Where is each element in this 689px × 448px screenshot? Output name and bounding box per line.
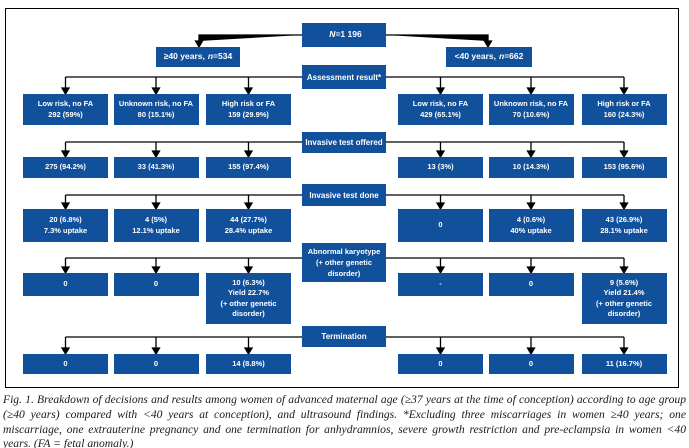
node-lt40-high-risk-karyotype: 9 (5.6%) Yield 21.4% (+ other genetic di… [581, 273, 667, 324]
node-lt40-unknown-risk-done: 4 (0.6%) 40% uptake [488, 209, 574, 242]
age-ge40-value: =534 [213, 51, 233, 62]
age-group-lt40-box: <40 years, n =662 [446, 47, 532, 67]
arrows-done [60, 195, 629, 211]
node-ge40-unknown-risk-offered: 33 (41.3%) [113, 157, 199, 178]
age-ge40-prefix: ≥40 years, [163, 51, 205, 62]
node-lt40-low-risk-offered: 13 (3%) [398, 157, 483, 178]
stage-karyotype-label: Abnormal karyotype (+ other genetic diso… [302, 243, 386, 282]
node-lt40-high-risk-offered: 153 (95.6%) [581, 157, 667, 178]
connector-root-left [194, 34, 302, 49]
node-lt40-unknown-risk-assessment: Unknown risk, no FA 70 (10.6%) [488, 94, 574, 125]
node-ge40-unknown-risk-termination: 0 [113, 354, 199, 374]
node-ge40-high-risk-termination: 14 (8.8%) [206, 354, 291, 374]
node-lt40-unknown-risk-karyotype: 0 [488, 273, 574, 296]
node-lt40-high-risk-done: 43 (26.9%) 28.1% uptake [581, 209, 667, 242]
total-value: =1 196 [335, 29, 362, 40]
node-lt40-unknown-risk-offered: 10 (14.3%) [488, 157, 574, 178]
node-ge40-high-risk-offered: 155 (97.4%) [206, 157, 291, 178]
node-ge40-low-risk-done: 20 (6.8%) 7.3% uptake [23, 209, 108, 242]
node-ge40-high-risk-done: 44 (27.7%) 28.4% uptake [206, 209, 291, 242]
node-lt40-high-risk-termination: 11 (16.7%) [581, 354, 667, 374]
arrows-termination [60, 337, 629, 356]
total-n-italic: N [329, 29, 336, 40]
total-box: N =1 196 [302, 23, 386, 47]
stage-assessment-label: Assessment result* [302, 65, 386, 89]
age-lt40-value: =662 [504, 51, 524, 62]
node-ge40-low-risk-offered: 275 (94.2%) [23, 157, 108, 178]
stage-termination-label: Termination [302, 326, 386, 347]
node-ge40-low-risk-karyotype: 0 [23, 273, 108, 296]
arrows-offered [60, 142, 629, 159]
age-ge40-n-italic: n [207, 51, 214, 62]
age-lt40-n-italic: n [499, 51, 505, 62]
node-ge40-unknown-risk-done: 4 (5%) 12.1% uptake [113, 209, 199, 242]
stage-done-label: Invasive test done [302, 184, 386, 206]
node-lt40-low-risk-done: 0 [398, 209, 483, 242]
flowchart-frame [5, 8, 679, 388]
node-ge40-unknown-risk-assessment: Unknown risk, no FA 80 (15.1%) [113, 94, 199, 125]
node-lt40-high-risk-assessment: High risk or FA 160 (24.3%) [581, 94, 667, 125]
node-lt40-unknown-risk-termination: 0 [488, 354, 574, 374]
node-ge40-low-risk-assessment: Low risk, no FA 292 (59%) [23, 94, 108, 125]
stage-offered-label: Invasive test offered [302, 132, 386, 153]
figure-caption: Fig. 1. Breakdown of decisions and resul… [3, 393, 686, 448]
age-lt40-prefix: <40 years, [454, 51, 496, 62]
node-lt40-low-risk-assessment: Low risk, no FA 429 (65.1%) [398, 94, 483, 125]
node-ge40-high-risk-karyotype: 10 (6.3%) Yield 22.7% (+ other genetic d… [206, 273, 291, 324]
node-ge40-unknown-risk-karyotype: 0 [113, 273, 199, 296]
node-lt40-low-risk-karyotype: - [398, 273, 483, 296]
node-ge40-high-risk-assessment: High risk or FA 159 (29.9%) [206, 94, 291, 125]
node-lt40-low-risk-termination: 0 [398, 354, 483, 374]
arrows-assessment [60, 77, 629, 96]
node-ge40-low-risk-termination: 0 [23, 354, 108, 374]
age-group-ge40-box: ≥40 years, n =534 [156, 47, 240, 67]
connector-root-right [386, 34, 493, 49]
arrows-karyotype [60, 258, 629, 275]
